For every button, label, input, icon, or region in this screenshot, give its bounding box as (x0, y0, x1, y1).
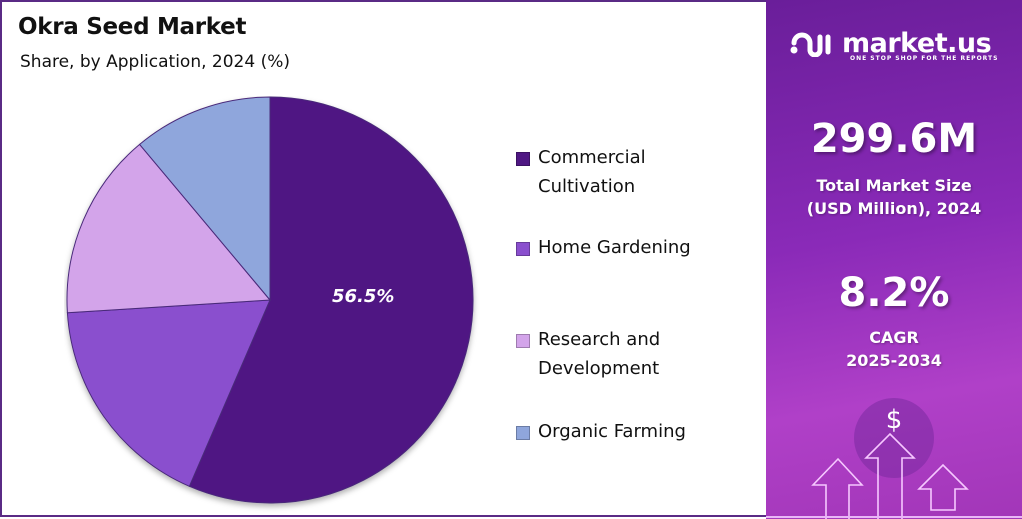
legend-item-home-gardening: Home Gardening (516, 233, 756, 262)
legend-item-commercial-cultivation: Commercial Cultivation (516, 143, 756, 201)
chart-panel: Okra Seed Market Share, by Application, … (0, 0, 766, 517)
brand-logo: market.us (790, 28, 992, 59)
legend-item-organic-farming: Organic Farming (516, 417, 756, 446)
stats-sidebar: market.us ONE STOP SHOP FOR THE REPORTS … (766, 0, 1022, 519)
cagr-label: CAGR 2025-2034 (846, 328, 942, 370)
brand-tagline: ONE STOP SHOP FOR THE REPORTS (850, 55, 999, 62)
pie-chart (66, 96, 474, 504)
cagr-value: 8.2% (838, 270, 950, 316)
dollar-icon: $ (886, 405, 903, 435)
legend-swatch (516, 334, 530, 348)
pie-slice-research-and-development (66, 143, 272, 314)
chart-title: Okra Seed Market (18, 14, 247, 40)
pie-slice-commercial-cultivation (188, 96, 474, 504)
market-size-value: 299.6M (810, 116, 978, 162)
slice-label-commercial: 56.5% (332, 286, 395, 307)
legend-item-research-and-development: Research and Development (516, 325, 756, 383)
pie-slice-home-gardening (66, 299, 271, 487)
market-us-logo-icon (790, 32, 831, 57)
legend-swatch (516, 152, 530, 166)
market-size-label: Total Market Size (USD Million), 2024 (806, 176, 982, 218)
growth-arrows-icon: $ (766, 398, 1022, 519)
legend-swatch (516, 242, 530, 256)
legend-swatch (516, 426, 530, 440)
brand-name: market.us (842, 28, 992, 59)
pie-slice-organic-farming (138, 96, 271, 302)
chart-subtitle: Share, by Application, 2024 (%) (20, 52, 290, 72)
